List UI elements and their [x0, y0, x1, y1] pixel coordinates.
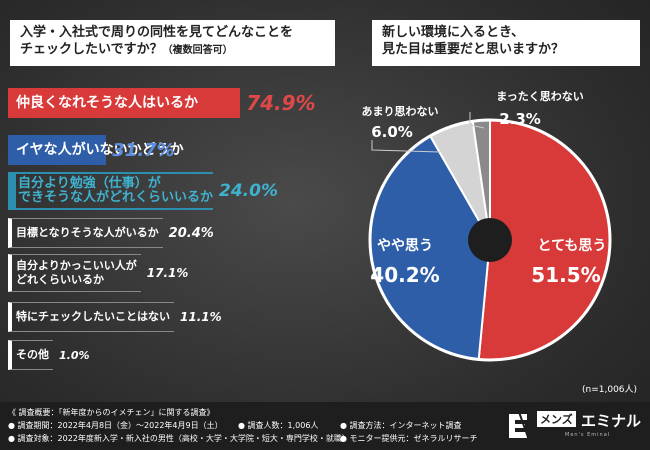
bar-value-label-4: 20.4%: [168, 225, 214, 241]
bar-category-label-4: 目標となりそうな人がいるか: [16, 226, 159, 239]
right-title-line2: 見た目は重要だと思いますか？: [382, 42, 565, 57]
bar-value-label-2: 31.7%: [112, 139, 175, 161]
pie-category-label-3: あまり思わない: [362, 105, 439, 118]
survey-people: ● 調査人数：1,006人: [238, 421, 319, 430]
bar-value-label-7: 1.0%: [59, 348, 90, 362]
bar-1: 仲良くなれそうな人はいるか: [8, 88, 241, 118]
bar-3: 自分より勉強（仕事）が できそうな人がどれくらいいるか: [8, 172, 214, 210]
pie-category-label-2: やや思う: [377, 238, 433, 254]
bar-2: イヤな人がいないかどうか: [8, 135, 184, 165]
logo-main-text: エミナル: [581, 412, 642, 430]
survey-target: ● 調査対象：2022年度新入学・新入社の男性（高校・大学・大学院・短大・専門学…: [8, 434, 350, 443]
bar-6: 特にチェックしたいことはない: [8, 302, 174, 332]
left-title-line1: 入学・入社式で周りの同性を見てどんなことを: [20, 25, 294, 40]
logo-mens-text: メンズ: [537, 411, 576, 427]
pie-leader-line-3: [371, 140, 441, 153]
survey-method: ● 調査方法：インターネット調査: [340, 421, 462, 430]
left-title-note: （複数回答可）: [162, 45, 233, 56]
survey-overview: 《 調査概要：「新年度からのイメチェン」に関する調査》: [8, 408, 215, 417]
bar-value-label-5: 17.1%: [146, 266, 189, 280]
left-title-line2-text: チェックしたいですか？: [20, 42, 163, 57]
bar-row-4: 目標となりそうな人がいるか 20.4%: [8, 218, 214, 248]
right-chart-title: 新しい環境に入るとき、 見た目は重要だと思いますか？: [372, 20, 640, 66]
survey-monitor: ● モニター提供元：ゼネラルリサーチ: [340, 434, 478, 443]
bar-row-1: 仲良くなれそうな人はいるか 74.9%: [8, 88, 316, 118]
pie-center-hole: [468, 218, 512, 262]
pie-value-label-3: 6.0%: [371, 123, 413, 141]
bar-4: 目標となりそうな人がいるか: [8, 218, 163, 248]
bar-5: 自分よりかっこいい人が どれくらいいるか: [8, 254, 141, 292]
mens-eminal-logo: メンズ エミナル Men's Eminal: [505, 408, 642, 444]
bar-value-label-6: 11.1%: [180, 310, 222, 324]
pie-value-label-2: 40.2%: [370, 263, 439, 287]
bar-row-2: イヤな人がいないかどうか 31.7%: [8, 135, 184, 165]
bar-value-label-3: 24.0%: [219, 181, 278, 201]
bar-value-label-1: 74.9%: [246, 91, 316, 115]
bar-category-label-7: その他: [16, 348, 49, 361]
pie-value-label-4: 2.3%: [499, 110, 541, 128]
bar-category-label-3: 自分より勉強（仕事）が できそうな人がどれくらいいるか: [18, 176, 214, 205]
bar-row-7: その他 1.0%: [8, 340, 90, 370]
bar-7: その他: [8, 340, 53, 370]
survey-footer: 《 調査概要：「新年度からのイメチェン」に関する調査》 ● 調査期間：2022年…: [0, 402, 650, 450]
logo-sub-text: Men's Eminal: [565, 432, 611, 438]
bar-category-label-1: 仲良くなれそうな人はいるか: [16, 95, 198, 111]
bar-row-6: 特にチェックしたいことはない 11.1%: [8, 302, 222, 332]
right-title-line1: 新しい環境に入るとき、: [382, 25, 525, 40]
survey-period: ● 調査期間：2022年4月8日（金）〜2022年4月9日（土）: [8, 421, 223, 430]
bar-category-label-5: 自分よりかっこいい人が どれくらいいるか: [16, 259, 137, 286]
left-title-line2: チェックしたいですか？（複数回答可）: [20, 41, 325, 59]
pie-value-label-1: 51.5%: [531, 263, 600, 287]
pie-outline: [368, 118, 612, 362]
logo-mark-icon: [509, 411, 530, 441]
left-chart-title: 入学・入社式で周りの同性を見てどんなことを チェックしたいですか？（複数回答可）: [10, 20, 335, 66]
bar-category-label-2: イヤな人がいないかどうか: [16, 142, 184, 158]
pie-category-label-1: とても思う: [538, 238, 607, 254]
sample-size-note: (n=1,006人): [582, 385, 638, 395]
bar-category-label-6: 特にチェックしたいことはない: [16, 310, 170, 323]
bar-row-5: 自分よりかっこいい人が どれくらいいるか 17.1%: [8, 254, 188, 292]
bar-row-3: 自分より勉強（仕事）が できそうな人がどれくらいいるか 24.0%: [8, 172, 278, 210]
pie-category-label-4: まったく思わない: [496, 90, 584, 103]
pie-leader-line-4: [469, 112, 485, 129]
